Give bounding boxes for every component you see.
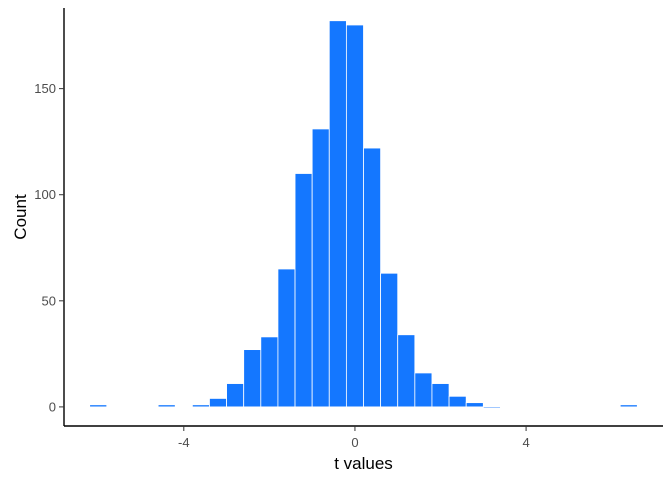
x-tick-label: 0 xyxy=(351,435,358,450)
histogram-bar xyxy=(465,402,484,408)
histogram-bar xyxy=(345,24,364,408)
histogram-bar xyxy=(243,349,262,408)
y-axis-title: Count xyxy=(11,194,30,240)
histogram-bar xyxy=(277,268,296,408)
histogram-bar xyxy=(328,20,347,408)
histogram-bar xyxy=(397,334,416,408)
histogram-bar xyxy=(209,398,227,408)
histogram-bar xyxy=(260,336,279,408)
histogram-bar xyxy=(311,128,330,408)
y-ticks-group: 0 50 100 150 xyxy=(34,81,64,414)
histogram-bar xyxy=(431,383,450,408)
y-tick-label: 0 xyxy=(49,399,56,414)
histogram-bar xyxy=(414,372,433,408)
x-axis-title: t values xyxy=(334,454,393,473)
histogram-bar xyxy=(363,147,382,408)
histogram-bar xyxy=(619,404,638,408)
histogram-bar xyxy=(294,173,313,408)
histogram-bar xyxy=(191,404,210,408)
y-tick-label: 150 xyxy=(34,81,56,96)
bars-group xyxy=(89,20,638,409)
x-tick-label: -4 xyxy=(178,435,190,450)
histogram-bar xyxy=(380,272,399,408)
histogram-bar xyxy=(226,383,245,408)
x-tick-label: 4 xyxy=(522,435,529,450)
histogram-bar xyxy=(482,406,501,409)
y-tick-label: 50 xyxy=(42,293,56,308)
x-ticks-group: -4 0 4 xyxy=(178,426,530,450)
histogram-bar xyxy=(157,404,176,408)
histogram-bar xyxy=(448,395,467,408)
y-tick-label: 100 xyxy=(34,187,56,202)
histogram-bar xyxy=(89,404,108,408)
